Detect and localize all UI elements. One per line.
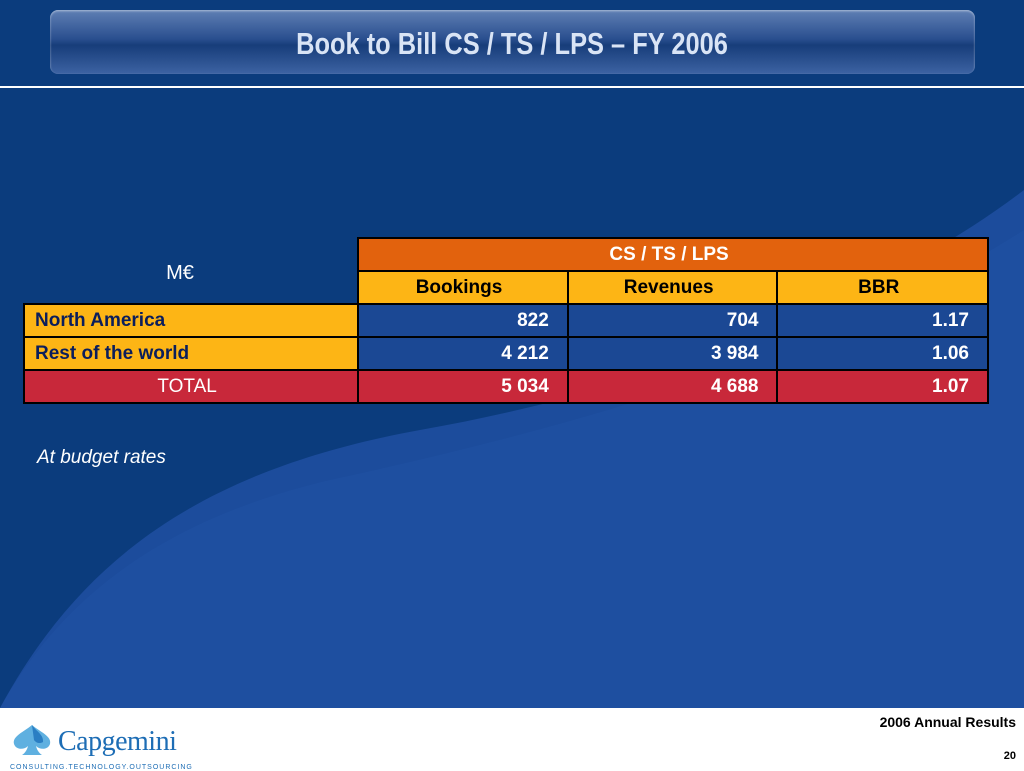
footer: Capgemini CONSULTING.TECHNOLOGY.OUTSOURC… <box>0 708 1024 771</box>
total-bookings-cell: 5 034 <box>357 369 569 404</box>
bookings-cell: 822 <box>357 303 569 338</box>
logo-wordmark: Capgemini <box>58 726 177 757</box>
budget-rates-note: At budget rates <box>37 447 166 468</box>
background-swoosh <box>0 190 1024 708</box>
group-header: CS / TS / LPS <box>357 237 989 272</box>
total-revenues-cell: 4 688 <box>566 369 779 404</box>
bbr-cell: 1.17 <box>776 303 989 338</box>
book-to-bill-table: CS / TS / LPS Bookings Revenues BBR Nort… <box>22 237 989 404</box>
table-row: North America 822 704 1.17 <box>22 303 989 338</box>
table-corner-lower <box>24 271 359 305</box>
column-header-revenues: Revenues <box>566 270 779 305</box>
revenues-cell: 3 984 <box>566 336 779 371</box>
report-title: 2006 Annual Results <box>879 714 1016 730</box>
column-header-bookings: Bookings <box>357 270 569 305</box>
table-corner <box>24 238 358 271</box>
total-bbr-cell: 1.07 <box>776 369 989 404</box>
slide-title: Book to Bill CS / TS / LPS – FY 2006 <box>296 26 728 61</box>
bbr-cell: 1.06 <box>776 336 989 371</box>
table-column-header-row: Bookings Revenues BBR <box>24 270 989 305</box>
row-label: Rest of the world <box>22 336 360 371</box>
page-number: 20 <box>1003 750 1016 762</box>
row-label: North America <box>22 303 360 338</box>
slide-canvas: Book to Bill CS / TS / LPS – FY 2006 M€ … <box>0 0 1024 708</box>
table-group-header-row: CS / TS / LPS <box>24 237 989 272</box>
total-label: TOTAL <box>22 369 360 404</box>
spade-icon <box>13 725 51 755</box>
revenues-cell: 704 <box>566 303 779 338</box>
column-header-bbr: BBR <box>776 270 989 305</box>
table-total-row: TOTAL 5 034 4 688 1.07 <box>22 369 989 404</box>
title-bar <box>50 10 975 74</box>
title-divider <box>0 86 1024 88</box>
bookings-cell: 4 212 <box>357 336 569 371</box>
table-row: Rest of the world 4 212 3 984 1.06 <box>22 336 989 371</box>
